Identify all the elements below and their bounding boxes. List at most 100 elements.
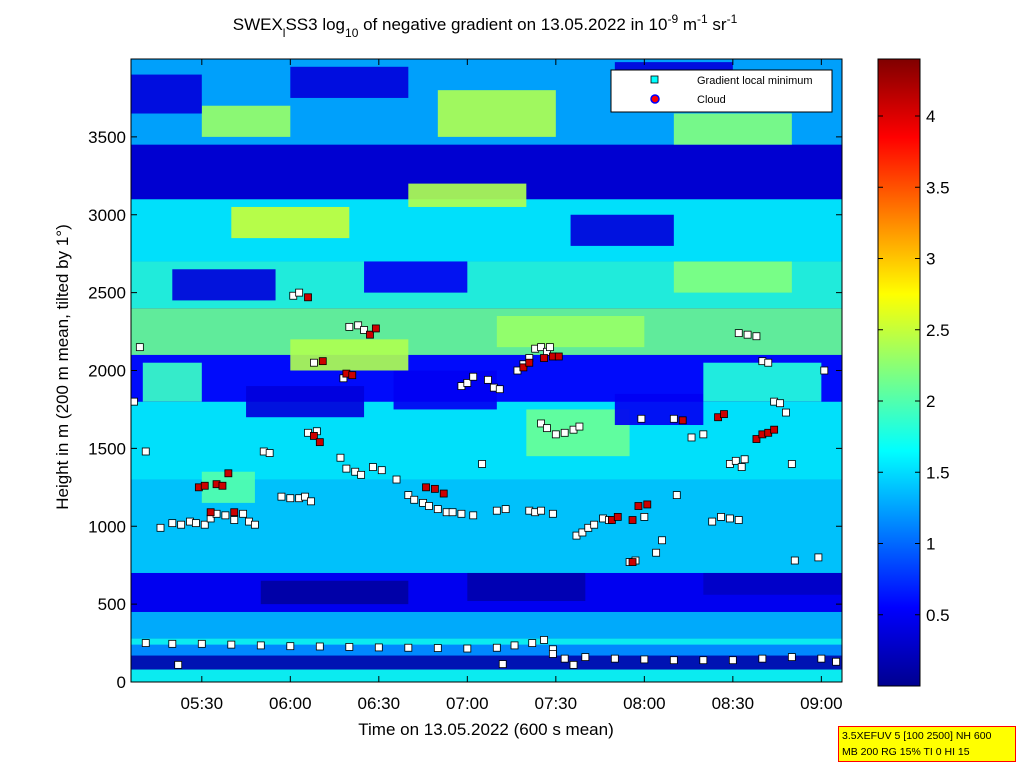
- x-axis-label: Time on 13.05.2022 (600 s mean): [358, 720, 613, 739]
- colorbar-tick-label: 0.5: [926, 606, 950, 625]
- cloud-marker: [230, 508, 239, 517]
- gradient-minimum-marker: [743, 330, 752, 339]
- heatmap-cell: [131, 611, 842, 639]
- colorbar-tick-label: 1.5: [926, 463, 950, 482]
- x-tick-label: 06:30: [358, 694, 401, 713]
- gradient-minimum-marker: [543, 424, 551, 433]
- heatmap-cell: [290, 66, 409, 98]
- gradient-minimum-marker: [286, 494, 295, 503]
- heatmap-cell: [131, 401, 842, 480]
- heatmap-cell: [496, 315, 645, 348]
- gradient-minimum-marker: [239, 509, 248, 518]
- gradient-minimum-marker: [575, 422, 584, 431]
- legend-box: [610, 69, 833, 113]
- info-box: 3.5XEFUV 5 [100 2500] NH 600 MB 200 RG 1…: [838, 726, 1016, 762]
- gradient-minimum-marker: [817, 654, 826, 663]
- gradient-minimum-marker: [377, 466, 386, 475]
- gradient-minimum-marker: [637, 414, 646, 423]
- title-subscript: l: [283, 26, 286, 40]
- colorbar-ticks: 0.5 1 1.5 2 2.5 3 3.5 4: [878, 107, 950, 625]
- gradient-minimum-marker: [787, 653, 796, 661]
- y-tick-label: 2000: [88, 362, 126, 381]
- cloud-marker: [540, 354, 548, 362]
- y-tick-label: 3000: [88, 206, 126, 225]
- gradient-minimum-marker: [256, 641, 265, 650]
- gradient-minimum-marker: [131, 397, 138, 406]
- gradient-minimum-marker: [484, 375, 492, 384]
- x-axis: 05:30 06:00 06:30 07:00 07:30 08:00 08:30 09:00: [181, 59, 843, 713]
- y-tick-label: 1500: [88, 439, 126, 458]
- cloud-marker: [634, 502, 643, 510]
- cloud-marker: [678, 416, 687, 425]
- gradient-minimum-marker: [658, 536, 666, 545]
- gradient-minimum-marker: [265, 449, 274, 457]
- legend-minimum-marker: [650, 75, 659, 84]
- chart-title: SWEXlSS3 log10 of negative gradient on 1…: [233, 12, 738, 40]
- gradient-minimum-marker: [197, 639, 206, 648]
- legend-minimum-label: Gradient local minimum: [697, 75, 813, 87]
- cloud-marker: [628, 558, 637, 566]
- cloud-marker: [643, 500, 652, 509]
- y-tick-label: 500: [98, 595, 126, 614]
- title-part: m: [678, 15, 697, 34]
- heatmap-cell: [467, 572, 586, 602]
- gradient-minimum-marker: [790, 556, 799, 565]
- gradient-minimum-marker: [192, 519, 200, 528]
- gradient-minimum-marker: [548, 509, 557, 518]
- gradient-minimum-marker: [537, 343, 545, 352]
- gradient-minimum-marker: [498, 660, 507, 668]
- heatmap-cell: [673, 113, 792, 145]
- gradient-minimum-marker: [560, 654, 569, 663]
- gradient-minimum-marker: [764, 358, 773, 367]
- gradient-minimum-marker: [141, 639, 150, 647]
- gradient-minimum-marker: [832, 657, 840, 666]
- colorbar-tick-label: 4: [926, 107, 935, 126]
- gradient-minimum-marker: [492, 506, 501, 515]
- title-superscript: -1: [727, 12, 738, 26]
- gradient-minimum-marker: [725, 514, 734, 523]
- gradient-minimum-marker: [737, 463, 746, 471]
- cloud-marker: [770, 425, 779, 434]
- cloud-marker: [422, 483, 430, 492]
- heatmap-cell: [526, 409, 630, 457]
- x-tick-label: 08:30: [712, 694, 755, 713]
- gradient-minimum-marker: [782, 408, 790, 417]
- gradient-minimum-marker: [345, 643, 354, 651]
- gradient-minimum-marker: [717, 513, 725, 521]
- gradient-minimum-marker: [537, 419, 545, 428]
- gradient-minimum-marker: [669, 414, 678, 423]
- gradient-minimum-marker: [286, 642, 295, 651]
- gradient-minimum-marker: [537, 506, 545, 515]
- heatmap-cell: [131, 308, 842, 355]
- gradient-minimum-marker: [141, 447, 150, 456]
- gradient-minimum-marker: [787, 460, 796, 468]
- gradient-minimum-marker: [336, 453, 345, 462]
- cloud-marker: [218, 481, 227, 490]
- heatmap-cell: [703, 362, 822, 402]
- gradient-minimum-marker: [640, 655, 649, 664]
- y-axis-label: Height in m (200 m mean, tilted by 1°): [53, 224, 72, 510]
- gradient-minimum-marker: [227, 640, 236, 649]
- gradient-minimum-marker: [392, 475, 401, 484]
- cloud-marker: [613, 513, 622, 521]
- gradient-minimum-marker: [156, 523, 165, 532]
- heatmap-cells: [131, 59, 842, 682]
- y-axis: 0 500 1000 1500 2000 2500 3000 3500: [88, 128, 842, 692]
- legend: Gradient local minimum Cloud: [610, 69, 833, 113]
- gradient-minimum-marker: [425, 502, 433, 510]
- cloud-marker: [371, 324, 380, 333]
- heatmap-cell: [142, 362, 202, 402]
- gradient-minimum-marker: [369, 463, 377, 471]
- x-tick-label: 07:30: [535, 694, 578, 713]
- y-tick-label: 3500: [88, 128, 126, 147]
- cloud-marker: [348, 371, 357, 380]
- cloud-marker: [752, 435, 761, 443]
- title-part: sr: [708, 15, 727, 34]
- heatmap-cell: [231, 206, 350, 239]
- gradient-minimum-marker: [731, 456, 740, 465]
- x-tick-label: 06:00: [269, 694, 312, 713]
- gradient-minimum-marker: [734, 329, 743, 338]
- x-tick-label: 07:00: [446, 694, 489, 713]
- heatmap-cell: [246, 386, 365, 418]
